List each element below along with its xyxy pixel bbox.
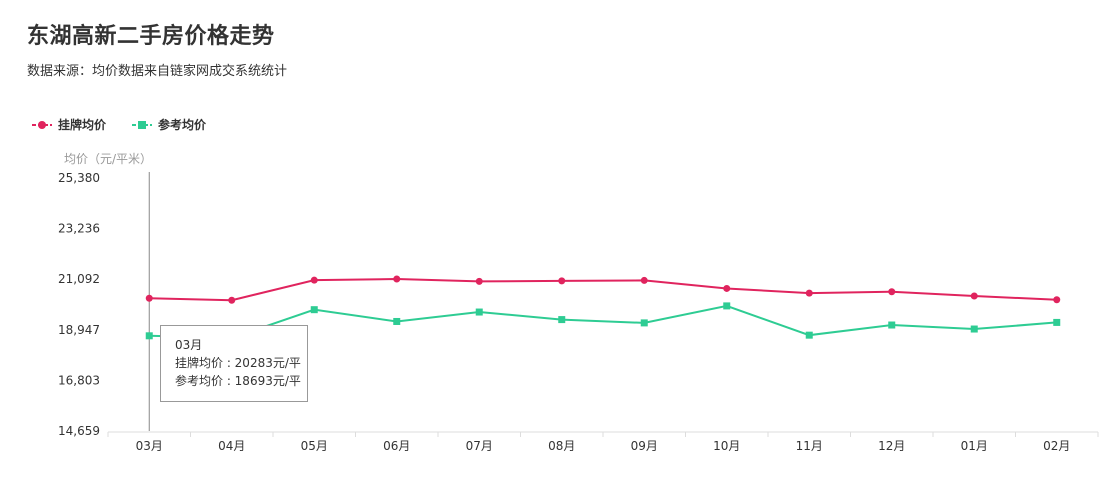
data-point bbox=[145, 332, 153, 340]
series-line-listing bbox=[149, 278, 1057, 302]
x-tick-label: 07月 bbox=[466, 439, 493, 453]
y-tick-label: 21,092 bbox=[58, 272, 100, 286]
x-tick-label: 04月 bbox=[218, 439, 245, 453]
data-point bbox=[475, 308, 483, 316]
data-point bbox=[723, 302, 731, 310]
data-point bbox=[310, 276, 318, 284]
data-point bbox=[640, 319, 648, 327]
data-point bbox=[723, 284, 731, 292]
x-tick-label: 12月 bbox=[878, 439, 905, 453]
x-tick-label: 03月 bbox=[136, 439, 163, 453]
x-tick-label: 05月 bbox=[301, 439, 328, 453]
data-point bbox=[393, 275, 401, 283]
data-point bbox=[888, 321, 896, 329]
tooltip-listing-price: 挂牌均价 : 20283元/平 bbox=[175, 356, 301, 370]
x-tick-label: 01月 bbox=[961, 439, 988, 453]
data-source-note: 数据来源：均价数据来自链家网成交系统统计 bbox=[27, 64, 288, 79]
data-point bbox=[640, 276, 648, 284]
y-tick-label: 14,659 bbox=[58, 424, 100, 438]
data-point bbox=[228, 296, 236, 304]
data-point bbox=[558, 277, 566, 285]
data-point bbox=[558, 316, 566, 324]
tooltip-reference-price: 参考均价 : 18693元/平 bbox=[175, 374, 301, 388]
data-point bbox=[145, 294, 153, 302]
data-point bbox=[1053, 296, 1061, 304]
data-point bbox=[393, 317, 401, 325]
legend-label-listing: 挂牌均价 bbox=[58, 118, 107, 132]
y-tick-label: 18,947 bbox=[58, 323, 100, 337]
legend-label-reference: 参考均价 bbox=[158, 118, 207, 132]
y-tick-label: 25,380 bbox=[58, 171, 100, 185]
page-title: 东湖高新二手房价格走势 bbox=[27, 24, 275, 49]
x-tick-label: 06月 bbox=[383, 439, 410, 453]
legend-item-listing[interactable]: 挂牌均价 bbox=[32, 116, 106, 133]
x-tick-label: 10月 bbox=[713, 439, 740, 453]
legend-circle-icon bbox=[32, 120, 52, 129]
data-point bbox=[970, 292, 978, 300]
x-tick-label: 02月 bbox=[1043, 439, 1070, 453]
legend-item-reference[interactable]: 参考均价 bbox=[132, 116, 206, 133]
legend-square-icon bbox=[132, 120, 153, 129]
data-point bbox=[310, 306, 318, 314]
data-point bbox=[1053, 318, 1061, 326]
y-tick-label: 23,236 bbox=[58, 222, 100, 236]
tooltip-month: 03月 bbox=[175, 338, 203, 352]
series-line-reference bbox=[149, 304, 1057, 340]
data-point bbox=[475, 277, 483, 285]
chart-tooltip: 03月 挂牌均价 : 20283元/平 参考均价 : 18693元/平 bbox=[160, 325, 308, 402]
y-axis-label: 均价（元/平米） bbox=[64, 152, 153, 166]
data-point bbox=[888, 288, 896, 296]
x-tick-label: 09月 bbox=[631, 439, 658, 453]
x-tick-label: 08月 bbox=[548, 439, 575, 453]
data-point bbox=[970, 325, 978, 333]
x-tick-label: 11月 bbox=[796, 439, 823, 453]
data-point bbox=[805, 289, 813, 297]
data-point bbox=[805, 331, 813, 339]
y-tick-label: 16,803 bbox=[58, 373, 100, 387]
chart-legend: 挂牌均价 参考均价 bbox=[32, 116, 232, 133]
